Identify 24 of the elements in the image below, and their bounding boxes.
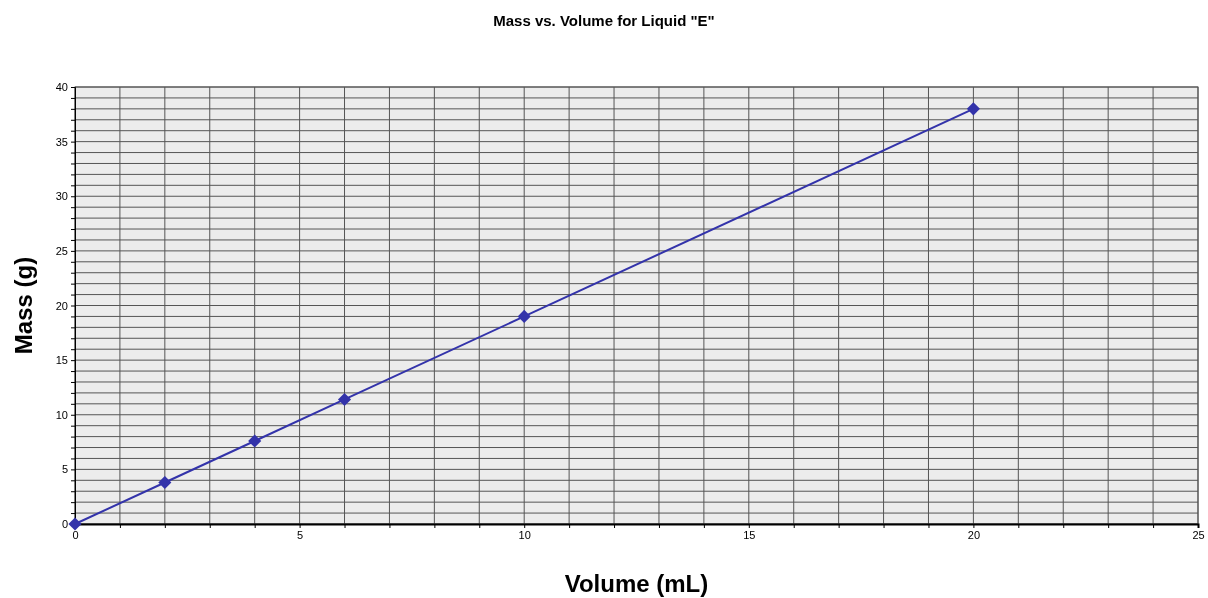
point — [337, 392, 352, 407]
x-tick-label: 20 — [967, 528, 981, 541]
x-tick-label: 0 — [72, 528, 79, 541]
y-axis-title: Mass (g) — [10, 256, 37, 355]
point — [68, 517, 82, 531]
x-tick-label: 25 — [1192, 528, 1205, 541]
y-tick-label: 35 — [55, 135, 68, 148]
y-tick-label: 20 — [55, 299, 68, 312]
point — [158, 475, 172, 490]
y-tick-label: 30 — [55, 190, 68, 203]
point — [517, 309, 531, 323]
point — [248, 434, 262, 448]
y-tick-label: 10 — [55, 408, 68, 421]
y-tick-label: 15 — [55, 354, 68, 367]
x-tick-label: 10 — [518, 528, 531, 541]
y-tick-label: 25 — [55, 244, 68, 257]
point — [966, 102, 980, 116]
x-axis-title: Volume (mL) — [564, 570, 709, 597]
chart-title: Mass vs. Volume for Liquid "E" — [493, 12, 715, 29]
y-tick-label: 40 — [55, 81, 68, 94]
x-tick-label: 15 — [743, 528, 756, 541]
x-tick-label: 5 — [297, 528, 304, 541]
y-tick-label: 0 — [61, 518, 68, 531]
y-tick-label: 5 — [61, 463, 68, 476]
